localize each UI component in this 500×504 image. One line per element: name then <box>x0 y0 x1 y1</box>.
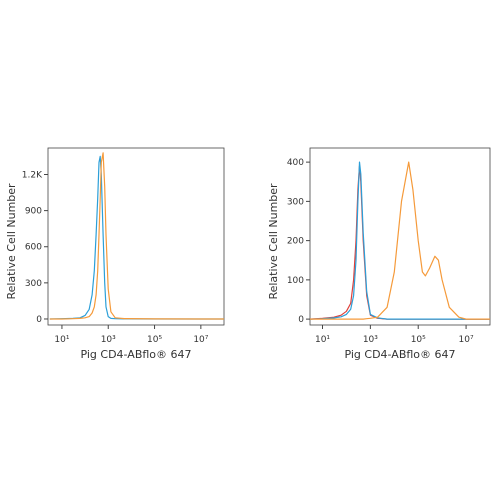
y-tick-label: 1.2K <box>22 170 43 180</box>
y-tick-label: 300 <box>287 197 304 207</box>
histogram-line <box>49 152 224 320</box>
y-tick-label: 600 <box>25 243 42 253</box>
x-tick-label: 10³ <box>101 335 116 345</box>
x-axis-title: Pig CD4-ABflo® 647 <box>344 348 455 361</box>
y-tick-label: 900 <box>25 207 42 217</box>
histogram-line <box>49 155 224 320</box>
histogram-line <box>309 161 490 320</box>
y-axis-title: Relative Cell Number <box>267 183 280 300</box>
x-tick-label: 10¹ <box>54 335 69 345</box>
y-tick-label: 400 <box>287 158 304 168</box>
y-axis-title: Relative Cell Number <box>5 183 18 300</box>
plot-frame <box>309 147 491 326</box>
x-tick-label: 10⁵ <box>147 335 162 345</box>
x-tick-label: 10⁷ <box>193 335 208 345</box>
y-tick-label: 100 <box>287 276 304 286</box>
y-tick-label: 0 <box>36 315 42 325</box>
y-tick-label: 0 <box>298 315 304 325</box>
plot-frame <box>47 147 225 326</box>
x-tick-label: 10⁷ <box>459 335 474 345</box>
x-tick-label: 10⁵ <box>411 335 426 345</box>
x-axis-title: Pig CD4-ABflo® 647 <box>80 348 191 361</box>
histogram-line <box>309 165 490 320</box>
y-tick-label: 300 <box>25 279 42 289</box>
y-tick-label: 200 <box>287 237 304 247</box>
histogram-line <box>310 161 490 320</box>
x-tick-label: 10³ <box>363 335 378 345</box>
x-tick-label: 10¹ <box>315 335 330 345</box>
